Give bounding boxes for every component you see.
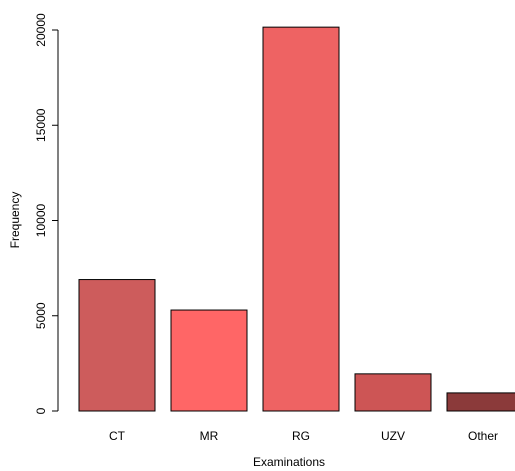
bar bbox=[354, 373, 432, 412]
bar bbox=[446, 392, 515, 412]
x-axis-label: Examinations bbox=[253, 455, 325, 469]
x-tick-label: RG bbox=[292, 429, 310, 443]
y-tick-label: 15000 bbox=[34, 108, 48, 142]
x-tick-label: MR bbox=[200, 429, 219, 443]
bar bbox=[170, 309, 248, 412]
bar bbox=[78, 279, 156, 412]
y-tick-label: 10000 bbox=[34, 203, 48, 237]
bar bbox=[262, 26, 340, 412]
y-tick-label: 20000 bbox=[34, 13, 48, 47]
y-axis-label: Frequency bbox=[8, 192, 22, 249]
y-tick-label: 0 bbox=[34, 407, 48, 414]
x-tick-label: UZV bbox=[381, 429, 405, 443]
y-tick-label: 5000 bbox=[34, 302, 48, 329]
x-tick-label: CT bbox=[109, 429, 126, 443]
x-tick-label: Other bbox=[468, 429, 498, 443]
